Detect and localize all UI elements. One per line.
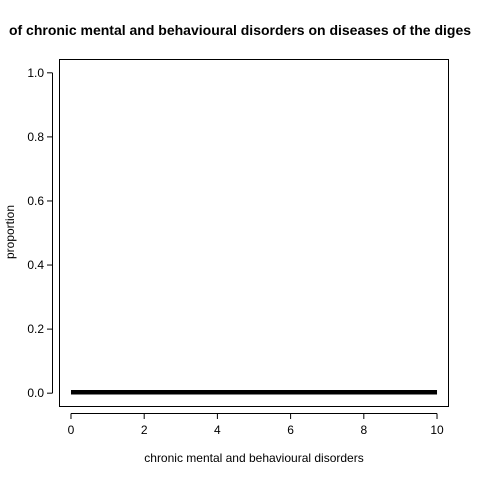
y-tick-label: 0.2 xyxy=(27,322,44,336)
chart-title: of chronic mental and behavioural disord… xyxy=(9,22,471,38)
y-tick-label: 1.0 xyxy=(27,66,44,80)
x-tick-label: 10 xyxy=(430,423,444,437)
y-tick-label: 0.4 xyxy=(27,258,44,272)
x-tick-label: 4 xyxy=(214,423,221,437)
x-tick-label: 8 xyxy=(360,423,367,437)
x-tick-label: 6 xyxy=(287,423,294,437)
plot-frame xyxy=(59,59,449,407)
y-axis-label: proportion xyxy=(3,205,17,259)
y-tick-label: 0.6 xyxy=(27,194,44,208)
x-tick-label: 0 xyxy=(68,423,75,437)
y-tick-label: 0.0 xyxy=(27,386,44,400)
x-tick-label: 2 xyxy=(141,423,148,437)
x-axis-label: chronic mental and behavioural disorders xyxy=(144,451,363,465)
y-axis: 0.0 0.2 0.4 0.6 0.8 1.0 xyxy=(27,66,53,400)
y-tick-label: 0.8 xyxy=(27,130,44,144)
x-axis: 0 2 4 6 8 10 xyxy=(68,413,444,437)
